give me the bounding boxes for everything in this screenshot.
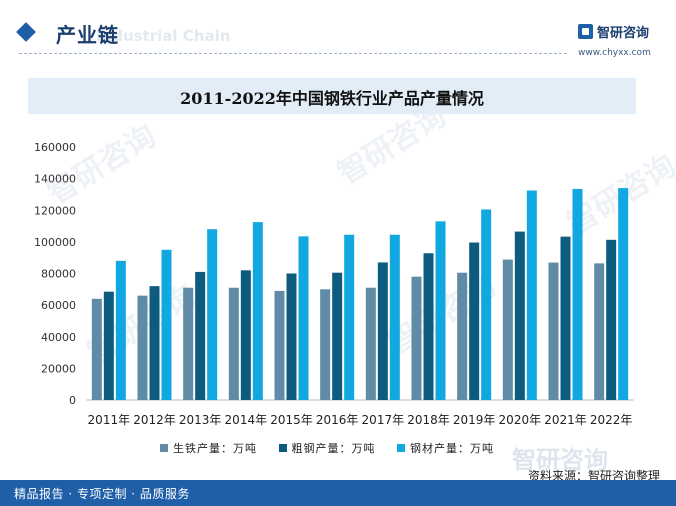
bar-pig-iron (594, 263, 605, 400)
bar-crude-steel (103, 291, 114, 400)
x-tick-label: 2022年 (590, 413, 633, 427)
x-tick-label: 2015年 (270, 413, 313, 427)
bar-crude-steel (332, 272, 343, 400)
bar-steel-products (298, 236, 309, 400)
bar-crude-steel (195, 271, 206, 400)
bar-pig-iron (411, 276, 422, 400)
bar-crude-steel (469, 242, 480, 400)
bar-pig-iron (137, 295, 148, 400)
bar-pig-iron (274, 290, 285, 400)
header-watermark: Industrial Chain (96, 27, 231, 45)
legend-label-crude-steel: 粗钢产量：万吨 (291, 442, 376, 455)
x-tick-label: 2021年 (544, 413, 587, 427)
legend-item-crude-steel: 粗钢产量：万吨 (278, 440, 376, 456)
legend-swatch-steel-products (397, 444, 405, 452)
bar-steel-products (207, 229, 218, 400)
bar-steel-products (252, 222, 263, 400)
legend-swatch-pig-iron (160, 444, 168, 452)
x-tick-label: 2016年 (316, 413, 359, 427)
footer-watermark: 智研咨询 (512, 446, 608, 474)
bar-pig-iron (320, 289, 331, 400)
bar-crude-steel (240, 270, 251, 400)
bar-pig-iron (183, 287, 194, 400)
bar-crude-steel (377, 262, 388, 400)
y-tick-label: 120000 (34, 204, 76, 217)
header-divider (19, 53, 567, 54)
bar-pig-iron (457, 272, 468, 400)
x-tick-label: 2019年 (453, 413, 496, 427)
y-tick-label: 100000 (34, 236, 76, 249)
x-tick-label: 2014年 (225, 413, 268, 427)
x-tick-label: 2018年 (407, 413, 450, 427)
x-tick-label: 2012年 (133, 413, 176, 427)
source-note: 资料来源：智研咨询整理 (527, 469, 660, 483)
y-tick-label: 0 (69, 394, 76, 407)
chart-legend: 生铁产量：万吨 粗钢产量：万吨 钢材产量：万吨 (160, 440, 512, 456)
legend-label-pig-iron: 生铁产量：万吨 (173, 442, 257, 455)
bar-pig-iron (502, 259, 513, 400)
bar-pig-iron (91, 298, 102, 400)
bar-steel-products (435, 221, 446, 400)
bar-steel-products (115, 260, 126, 400)
chyxx-logo-icon (578, 24, 593, 39)
bar-crude-steel (423, 253, 434, 400)
brand: 智研咨询 www.chyxx.com (578, 22, 670, 62)
y-tick-label: 20000 (41, 362, 76, 375)
bar-crude-steel (286, 273, 297, 400)
y-tick-label: 80000 (41, 268, 76, 281)
title-band: 2011-2022年中国钢铁行业产品产量情况 (28, 78, 636, 114)
x-tick-label: 2011年 (88, 413, 131, 427)
chart-title: 2011-2022年中国钢铁行业产品产量情况 (180, 89, 484, 108)
bar-crude-steel (560, 236, 571, 400)
bar-crude-steel (606, 239, 617, 400)
bar-steel-products (161, 249, 172, 400)
legend-item-pig-iron: 生铁产量：万吨 (160, 440, 257, 456)
bar-pig-iron (548, 262, 559, 400)
y-tick-label: 40000 (41, 331, 76, 344)
bar-steel-products (481, 209, 492, 400)
section-title: 产业链 (56, 23, 119, 47)
bar-crude-steel (149, 286, 160, 400)
bar-crude-steel (514, 231, 525, 400)
bar-pig-iron (365, 287, 376, 400)
x-tick-label: 2013年 (179, 413, 222, 427)
footer-tagline: 精品报告 · 专项定制 · 品质服务 (14, 487, 190, 501)
bar-steel-products (618, 188, 629, 400)
x-tick-label: 2020年 (499, 413, 542, 427)
brand-url: www.chyxx.com (578, 48, 651, 58)
bar-steel-products (389, 234, 400, 400)
legend-swatch-crude-steel (278, 444, 287, 452)
bar-steel-products (344, 234, 355, 400)
y-tick-label: 140000 (34, 173, 76, 186)
footer-bar: 精品报告 · 专项定制 · 品质服务 (0, 480, 676, 506)
x-tick-label: 2017年 (362, 413, 405, 427)
y-tick-label: 160000 (34, 141, 76, 154)
page-header: Industrial Chain 产业链 智研咨询 www.chyxx.com (0, 0, 676, 60)
brand-name: 智研咨询 (597, 26, 650, 41)
bar-steel-products (572, 188, 583, 400)
y-tick-label: 60000 (41, 299, 76, 312)
legend-label-steel-products: 钢材产量：万吨 (410, 442, 494, 455)
bar-steel-products (526, 190, 537, 400)
legend-item-steel-products: 钢材产量：万吨 (397, 440, 494, 456)
bar-pig-iron (228, 287, 239, 400)
